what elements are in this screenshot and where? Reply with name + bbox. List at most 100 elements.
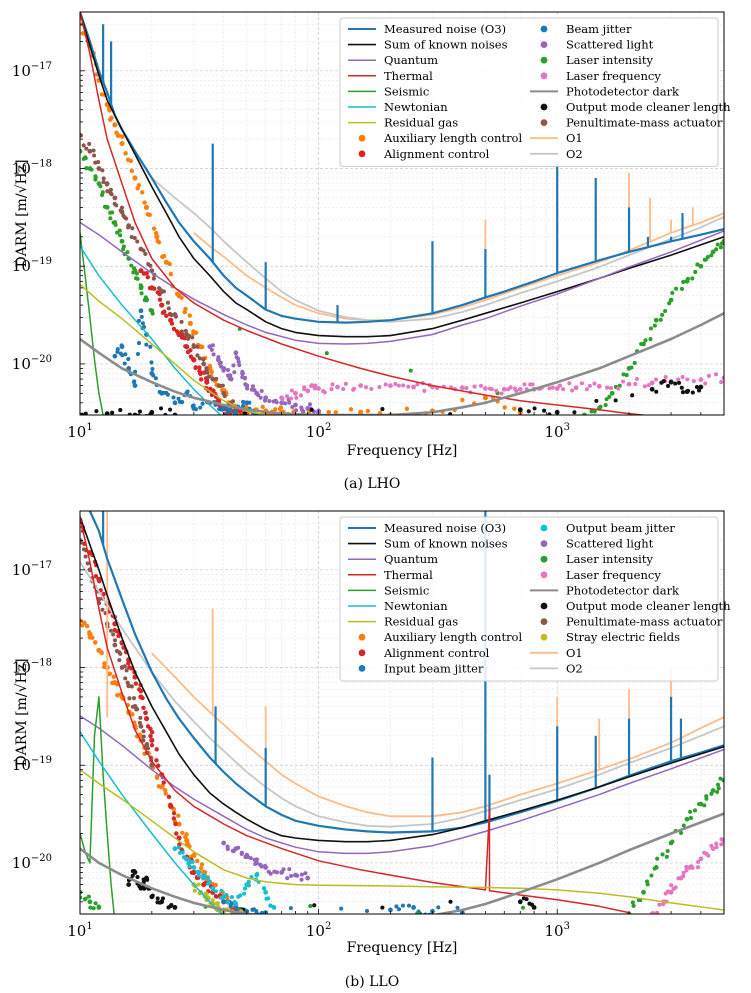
data-point — [258, 395, 263, 400]
data-point — [140, 695, 145, 701]
data-point — [393, 381, 398, 386]
data-point — [380, 905, 385, 910]
data-point — [714, 841, 719, 846]
x-axis-label: Frequency [Hz] — [347, 443, 458, 459]
data-point — [305, 388, 311, 394]
data-point — [221, 899, 227, 905]
data-point — [616, 386, 621, 391]
data-point — [663, 309, 668, 314]
data-point — [147, 212, 152, 218]
data-point — [254, 860, 260, 866]
data-point — [287, 400, 292, 405]
data-point — [242, 886, 247, 891]
legend-label: Output mode cleaner length — [566, 599, 731, 613]
series-laser-frequency — [649, 837, 724, 914]
x-tick-label: 102 — [306, 422, 331, 441]
data-point — [211, 352, 216, 357]
data-point — [202, 873, 207, 878]
data-point — [145, 746, 150, 751]
series-seismic — [80, 232, 104, 415]
data-point — [499, 391, 504, 396]
data-point — [139, 291, 144, 296]
data-point — [225, 368, 231, 373]
legend-label: O2 — [566, 147, 583, 161]
legend-label: Residual gas — [384, 116, 458, 130]
data-point — [150, 893, 155, 898]
legend-entry-newtonian: Newtonian — [348, 100, 448, 114]
data-point — [163, 791, 168, 796]
data-point — [143, 716, 150, 722]
data-point — [684, 864, 689, 869]
data-point — [262, 886, 267, 891]
legend-entry-residual-gas: Residual gas — [348, 615, 458, 629]
legend-label: Alignment control — [383, 646, 490, 660]
data-point — [228, 407, 233, 412]
data-point — [155, 896, 160, 901]
data-point — [144, 297, 149, 302]
data-point — [665, 849, 670, 854]
data-point — [171, 810, 177, 816]
data-point — [117, 658, 122, 663]
data-point — [238, 893, 243, 898]
x-tick-label: 103 — [544, 921, 569, 940]
legend-label: Input beam jitter — [384, 661, 484, 675]
data-point — [222, 394, 227, 399]
data-point — [718, 776, 723, 781]
legend-marker — [358, 150, 366, 158]
legend-label: Auxiliary length control — [383, 630, 522, 644]
data-point — [90, 635, 95, 640]
data-point — [705, 255, 710, 260]
legend-label: Output mode cleaner length — [566, 100, 731, 114]
legend-entry-quantum: Quantum — [348, 552, 438, 566]
data-point — [313, 914, 317, 918]
data-point — [427, 912, 432, 914]
data-point — [721, 375, 724, 381]
legend-marker — [358, 633, 366, 641]
data-point — [166, 794, 172, 800]
data-point — [130, 873, 135, 878]
data-point — [298, 393, 304, 398]
data-point — [201, 357, 206, 362]
data-point — [143, 251, 148, 257]
data-point — [530, 382, 535, 387]
data-point — [93, 901, 98, 906]
data-point — [624, 373, 629, 378]
data-point — [161, 780, 166, 785]
data-point — [692, 808, 698, 813]
series-line — [151, 177, 724, 323]
legend-marker — [358, 649, 366, 657]
data-point — [172, 400, 178, 406]
data-point — [236, 356, 241, 361]
data-point — [168, 803, 174, 809]
data-point — [184, 856, 190, 862]
data-point — [191, 869, 197, 875]
data-point — [137, 409, 143, 414]
data-point — [698, 263, 704, 269]
data-point — [119, 238, 125, 244]
data-point — [109, 115, 114, 121]
data-point — [259, 388, 264, 394]
data-point — [124, 668, 129, 673]
data-point — [144, 342, 149, 347]
series-residual-gas — [80, 769, 724, 911]
legend-label: Measured noise (O3) — [384, 22, 506, 36]
data-point — [279, 400, 285, 406]
data-point — [100, 168, 105, 173]
legend-label: Laser frequency — [566, 69, 661, 83]
data-point — [221, 368, 226, 373]
series-beam-jitter — [112, 308, 260, 415]
data-point — [172, 412, 178, 415]
data-point — [191, 357, 197, 363]
data-point — [587, 383, 592, 388]
data-point — [661, 379, 666, 384]
data-point — [107, 108, 112, 113]
data-point — [531, 905, 537, 910]
data-point — [696, 859, 701, 865]
legend-entry-laser-intensity: Laser intensity — [540, 53, 653, 67]
data-point — [316, 386, 322, 391]
data-point — [159, 899, 165, 905]
series-line — [80, 12, 724, 338]
data-point — [524, 897, 529, 902]
legend-entry-o2: O2 — [530, 147, 583, 161]
legend-label: Quantum — [384, 53, 438, 67]
